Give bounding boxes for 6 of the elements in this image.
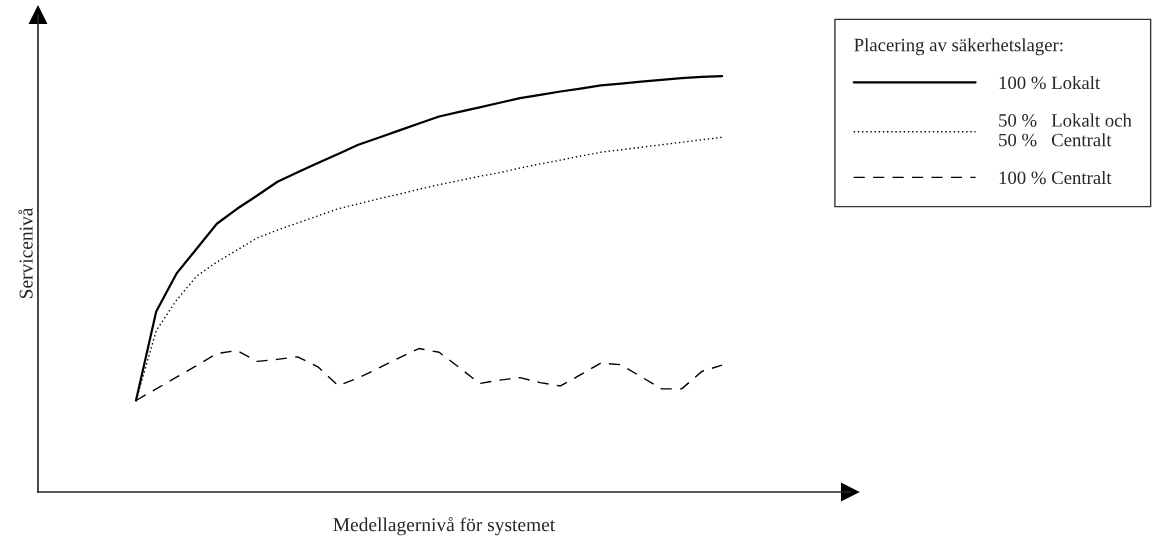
text: 50 % Lokalt och 50 % Centralt	[999, 113, 1132, 147]
y-axis-title: Servicenivå	[18, 207, 33, 299]
x-axis-title: Medellagernivå för systemet	[333, 517, 556, 536]
text: 100 % Centralt	[999, 170, 1112, 185]
text: 100 % Lokalt	[999, 75, 1101, 90]
legend-title: Placering av säkerhetslager:	[854, 38, 1063, 56]
